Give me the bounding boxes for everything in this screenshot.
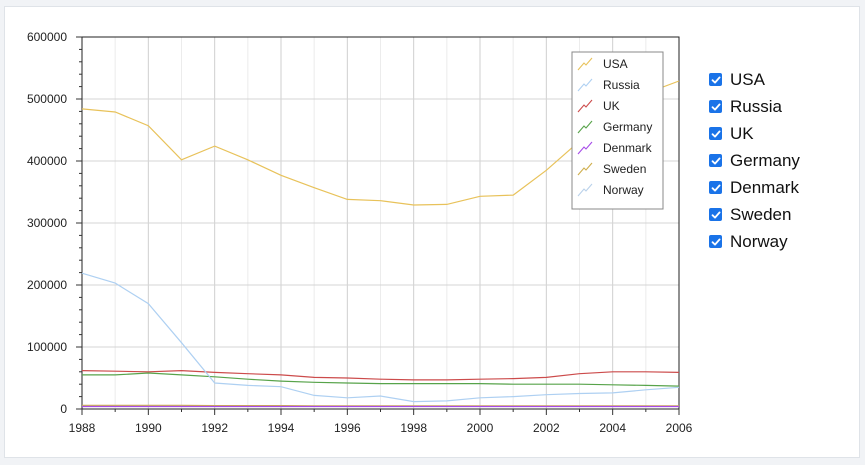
chart-series [81,80,680,408]
x-tick-label: 2004 [599,421,626,435]
series-toggle-sweden[interactable]: Sweden [709,201,800,228]
toggle-label: UK [730,124,754,143]
axis-ticks: 0 100000 200000 300000 400000 500000 600000 198… [27,30,693,435]
x-tick-label: 2006 [666,421,693,435]
x-tick-label: 1988 [69,421,96,435]
checkbox-checked-icon[interactable] [709,154,722,167]
legend-label: USA [603,57,628,71]
chart-legend: USA Russia UK Germany Denmark Sweden Norway [571,51,664,210]
y-tick-label: 300000 [27,216,67,230]
legend-label: Germany [603,120,652,134]
x-tick-label: 1992 [201,421,228,435]
legend-box [571,51,664,210]
y-tick-label: 600000 [27,30,67,44]
series-toggle-uk[interactable]: UK [709,120,800,147]
chart-grid [82,37,679,409]
x-tick-label: 1998 [400,421,427,435]
legend-label: Russia [603,78,640,92]
toggle-label: USA [730,70,765,89]
series-line-sweden [82,404,679,407]
toggle-label: Denmark [730,178,799,197]
legend-swatch [577,183,593,197]
toggle-label: Norway [730,232,788,251]
toggle-label: Sweden [730,205,792,224]
legend-label: Norway [603,183,644,197]
legend-label: UK [603,99,620,113]
legend-swatch [577,120,593,134]
legend-swatch [577,162,593,176]
x-tick-label: 2000 [467,421,494,435]
series-toggle-russia[interactable]: Russia [709,93,800,120]
series-toggle-panel: USA Russia UK Germany Denmark Sweden Norway [709,66,800,255]
legend-swatch [577,99,593,113]
y-tick-label: 0 [60,402,67,416]
legend-swatch [577,141,593,155]
series-line-germany [82,372,680,387]
checkbox-checked-icon[interactable] [709,73,722,86]
legend-swatch [577,57,593,71]
series-line-uk [81,369,680,381]
y-tick-label: 100000 [27,340,67,354]
x-tick-label: 2002 [533,421,560,435]
y-tick-label: 400000 [27,154,67,168]
y-tick-label: 200000 [27,278,67,292]
legend-swatch [577,78,593,92]
toggle-label: Russia [730,97,782,116]
checkbox-checked-icon[interactable] [709,235,722,248]
legend-label: Sweden [603,162,646,176]
x-tick-label: 1994 [268,421,295,435]
series-toggle-usa[interactable]: USA [709,66,800,93]
checkbox-checked-icon[interactable] [709,127,722,140]
y-tick-label: 500000 [27,92,67,106]
x-tick-label: 1996 [334,421,361,435]
checkbox-checked-icon[interactable] [709,208,722,221]
series-toggle-germany[interactable]: Germany [709,147,800,174]
series-toggle-norway[interactable]: Norway [709,228,800,255]
series-toggle-denmark[interactable]: Denmark [709,174,800,201]
x-tick-label: 1990 [135,421,162,435]
legend-label: Denmark [603,141,653,155]
toggle-label: Germany [730,151,800,170]
checkbox-checked-icon[interactable] [709,181,722,194]
checkbox-checked-icon[interactable] [709,100,722,113]
series-line-russia [81,272,680,403]
